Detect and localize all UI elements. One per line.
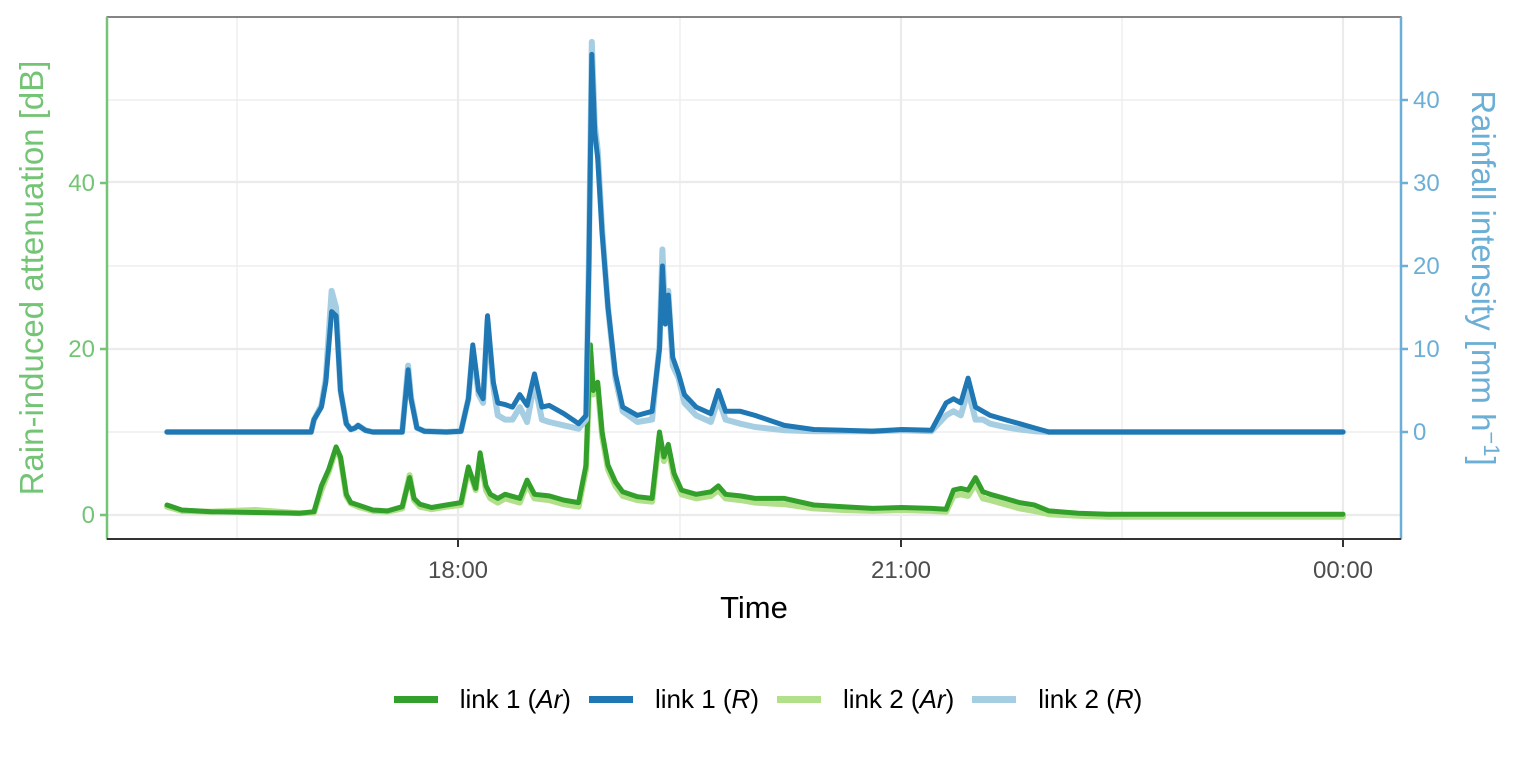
axis-ticks: 0 20 40 0 10 20 30 40 18:00 21:00 00:00 [68, 87, 1439, 584]
series-line-link-1-r [164, 51, 1346, 435]
panel-background [107, 17, 1401, 539]
y-right-tick-label: 30 [1413, 170, 1440, 197]
y-right-tick-label: 0 [1413, 419, 1426, 446]
legend-item: link 2 (Ar) [777, 684, 954, 715]
legend-label-variable: Ar [536, 684, 563, 714]
y-left-tick-label: 0 [82, 502, 95, 529]
legend-key-swatch [777, 696, 821, 703]
y-left-tick-label: 40 [68, 170, 95, 197]
y-right-tick-label: 40 [1413, 87, 1440, 114]
y-right-tick-label: 20 [1413, 253, 1440, 280]
grid-lines [107, 17, 1401, 539]
y-axis-right-title: Rainfall intensity [mm h−1] [1465, 90, 1504, 465]
y-right-tick-label: 10 [1413, 336, 1440, 363]
x-axis-title: Time [720, 590, 788, 625]
dual-axis-line-chart: 0 20 40 0 10 20 30 40 18:00 21:00 00:00 Rain-induc… [13, 16, 1504, 625]
y-axis-right-title-sup: −1 [1479, 431, 1504, 456]
x-tick-label: 00:00 [1313, 557, 1373, 584]
legend-label-variable: Ar [919, 684, 946, 714]
y-left-tick-label: 20 [68, 336, 95, 363]
x-tick-label: 21:00 [871, 557, 931, 584]
legend-item: link 2 (R) [972, 684, 1142, 715]
data-series [164, 38, 1346, 520]
series-line-link-1-ar [164, 342, 1346, 517]
y-axis-right-title-close: ] [1465, 457, 1502, 466]
legend-label-prefix: link 1 ( [654, 684, 732, 714]
legend-label: link 2 (Ar) [843, 684, 954, 715]
legend-key-swatch [588, 696, 633, 703]
legend: link 1 (Ar) link 1 (R) link 2 (Ar) link 2 (… [0, 684, 1536, 715]
legend-label-suffix: ) [945, 684, 955, 714]
legend-label-prefix: link 2 ( [1038, 684, 1115, 714]
legend-key-swatch [972, 696, 1017, 703]
legend-item: link 1 (Ar) [393, 684, 571, 715]
legend-label-suffix: ) [562, 684, 571, 714]
legend-label-variable: R [1114, 684, 1134, 714]
legend-label: link 1 (R) [655, 684, 759, 715]
legend-label: link 1 (Ar) [460, 684, 571, 715]
legend-label: link 2 (R) [1038, 684, 1142, 715]
x-tick-label: 18:00 [428, 557, 488, 584]
legend-label-suffix: ) [750, 684, 759, 714]
legend-label-suffix: ) [1133, 684, 1143, 714]
legend-label-prefix: link 1 ( [459, 684, 537, 714]
legend-key-swatch [393, 696, 438, 703]
legend-item: link 1 (R) [588, 684, 759, 715]
legend-label-prefix: link 2 ( [843, 684, 920, 714]
y-axis-left-title: Rain-induced attenuation [dB] [13, 61, 50, 496]
y-axis-right-title-main: Rainfall intensity [mm h [1465, 90, 1502, 431]
legend-label-variable: R [731, 684, 751, 714]
